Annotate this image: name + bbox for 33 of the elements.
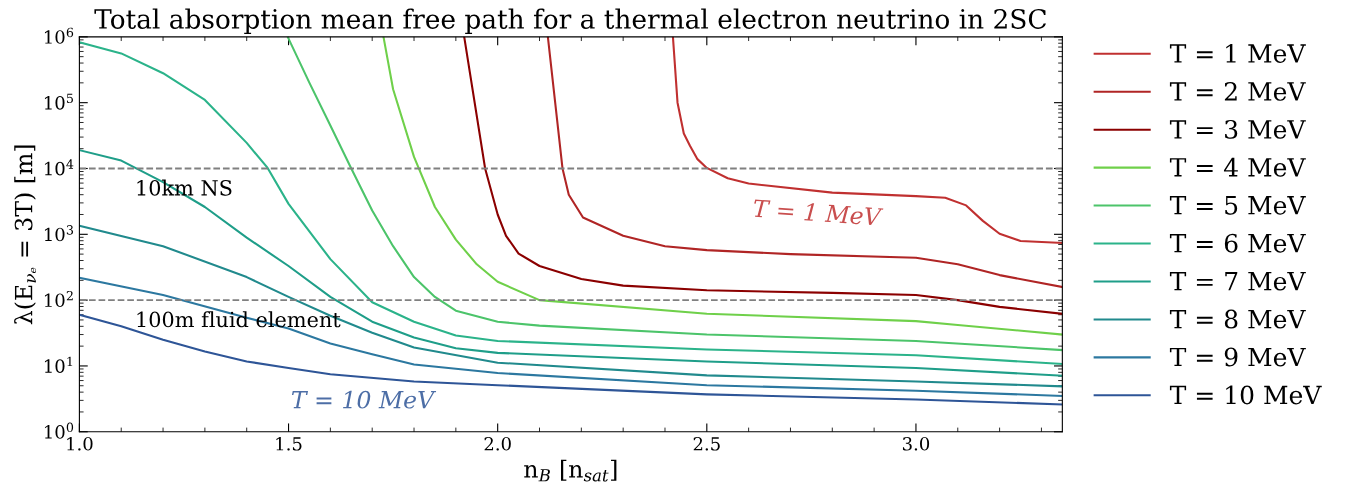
legend-label: T = 8 MeV <box>1169 309 1306 329</box>
y-tick-label: 10$^{2}$ <box>44 290 73 308</box>
annotation: T = 10 MeV <box>291 390 437 409</box>
x-axis-title: n$_{B}$ [n$_{sat}$] <box>524 459 617 482</box>
legend-label: T = 2 MeV <box>1169 81 1306 101</box>
legend-label: T = 6 MeV <box>1169 233 1306 253</box>
legend-label: T = 3 MeV <box>1169 119 1306 139</box>
line-series <box>79 149 1063 377</box>
x-tick-label: 2.5 <box>693 436 720 451</box>
legend-label: T = 4 MeV <box>1169 157 1306 177</box>
y-tick-label: 10$^{6}$ <box>44 27 74 44</box>
legend-label: T = 7 MeV <box>1169 272 1306 291</box>
line-series <box>79 41 1063 366</box>
y-axis-title: λ(E$_{νₑ}$ = 3T) [m] <box>14 145 37 325</box>
line-series <box>79 224 1063 388</box>
line-series <box>382 36 1063 336</box>
x-tick-label: 3.0 <box>902 436 930 451</box>
chart-title: Total absorption mean free path for a thermal electron neutrino in 2SC <box>94 8 1046 35</box>
legend-label: T = 5 MeV <box>1169 196 1306 215</box>
x-tick-label: 2.0 <box>484 436 511 451</box>
y-tick-label: 10$^{1}$ <box>44 356 73 373</box>
line-series <box>546 36 1063 289</box>
annotation: T = 1 MeV <box>753 199 884 227</box>
line-series <box>463 36 1063 315</box>
line-series <box>671 36 1063 244</box>
y-tick-label: 10$^{5}$ <box>44 93 73 110</box>
legend-label: T = 9 MeV <box>1169 347 1306 367</box>
legend-label: T = 10 MeV <box>1169 385 1322 405</box>
y-tick-label: 10$^{4}$ <box>44 159 74 176</box>
x-tick-label: 1.0 <box>67 436 93 451</box>
legend-label: T = 1 MeV <box>1169 44 1306 63</box>
y-tick-label: 10$^{3}$ <box>44 225 74 242</box>
x-tick-label: 1.5 <box>276 436 302 451</box>
